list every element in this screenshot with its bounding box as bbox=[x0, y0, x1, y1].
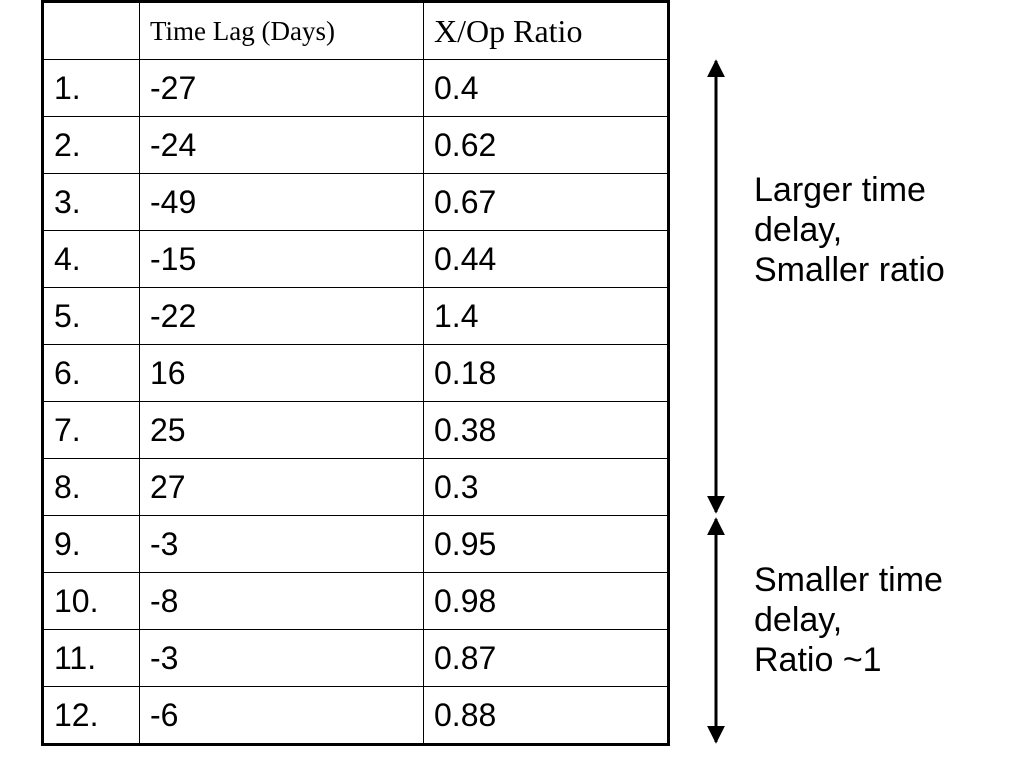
annotation-line: Ratio ~1 bbox=[754, 641, 882, 679]
table-row: 7. 25 0.38 bbox=[42, 401, 669, 459]
annotation-line: delay, bbox=[754, 601, 843, 639]
row-time-lag: -22 bbox=[139, 287, 424, 345]
row-index: 6. bbox=[42, 344, 140, 402]
row-ratio: 0.67 bbox=[423, 173, 669, 231]
data-table: Time Lag (Days) X/Op Ratio 1. -27 0.4 2.… bbox=[41, 0, 670, 746]
row-index: 4. bbox=[42, 230, 140, 288]
row-index: 3. bbox=[42, 173, 140, 231]
table-row: 8. 27 0.3 bbox=[42, 458, 669, 516]
row-time-lag: -24 bbox=[139, 116, 424, 174]
table-row: 6. 16 0.18 bbox=[42, 344, 669, 402]
annotation-line: Smaller time bbox=[754, 561, 943, 599]
annotation-line: Larger time bbox=[754, 171, 926, 209]
table-header-row: Time Lag (Days) X/Op Ratio bbox=[42, 1, 669, 60]
row-index: 10. bbox=[42, 572, 140, 630]
row-index: 1. bbox=[42, 59, 140, 117]
row-time-lag: -8 bbox=[139, 572, 424, 630]
row-time-lag: -49 bbox=[139, 173, 424, 231]
row-time-lag: 25 bbox=[139, 401, 424, 459]
table-row: 5. -22 1.4 bbox=[42, 287, 669, 345]
row-ratio: 0.4 bbox=[423, 59, 669, 117]
row-ratio: 0.95 bbox=[423, 515, 669, 573]
annotation-line: Smaller ratio bbox=[754, 251, 945, 289]
table-row: 10. -8 0.98 bbox=[42, 572, 669, 630]
header-index bbox=[42, 1, 140, 60]
annotation-line: delay, bbox=[754, 211, 843, 249]
table-row: 3. -49 0.67 bbox=[42, 173, 669, 231]
header-time-lag: Time Lag (Days) bbox=[139, 1, 424, 60]
row-index: 7. bbox=[42, 401, 140, 459]
row-time-lag: -3 bbox=[139, 629, 424, 687]
table-row: 11. -3 0.87 bbox=[42, 629, 669, 687]
row-index: 8. bbox=[42, 458, 140, 516]
table-row: 2. -24 0.62 bbox=[42, 116, 669, 174]
row-index: 2. bbox=[42, 116, 140, 174]
table-row: 4. -15 0.44 bbox=[42, 230, 669, 288]
row-ratio: 0.62 bbox=[423, 116, 669, 174]
row-ratio: 1.4 bbox=[423, 287, 669, 345]
row-time-lag: -27 bbox=[139, 59, 424, 117]
row-index: 5. bbox=[42, 287, 140, 345]
row-ratio: 0.3 bbox=[423, 458, 669, 516]
row-index: 12. bbox=[42, 686, 140, 745]
annotation-larger-delay: Larger time delay, Smaller ratio bbox=[754, 170, 945, 290]
row-ratio: 0.87 bbox=[423, 629, 669, 687]
row-time-lag: 27 bbox=[139, 458, 424, 516]
header-ratio: X/Op Ratio bbox=[423, 1, 669, 60]
row-time-lag: -6 bbox=[139, 686, 424, 745]
table-row: 1. -27 0.4 bbox=[42, 59, 669, 117]
row-time-lag: -3 bbox=[139, 515, 424, 573]
row-ratio: 0.88 bbox=[423, 686, 669, 745]
row-ratio: 0.98 bbox=[423, 572, 669, 630]
annotation-smaller-delay: Smaller time delay, Ratio ~1 bbox=[754, 560, 943, 680]
row-time-lag: 16 bbox=[139, 344, 424, 402]
row-index: 11. bbox=[42, 629, 140, 687]
table-row: 12. -6 0.88 bbox=[42, 686, 669, 745]
row-time-lag: -15 bbox=[139, 230, 424, 288]
row-ratio: 0.44 bbox=[423, 230, 669, 288]
row-ratio: 0.38 bbox=[423, 401, 669, 459]
row-ratio: 0.18 bbox=[423, 344, 669, 402]
table-row: 9. -3 0.95 bbox=[42, 515, 669, 573]
row-index: 9. bbox=[42, 515, 140, 573]
